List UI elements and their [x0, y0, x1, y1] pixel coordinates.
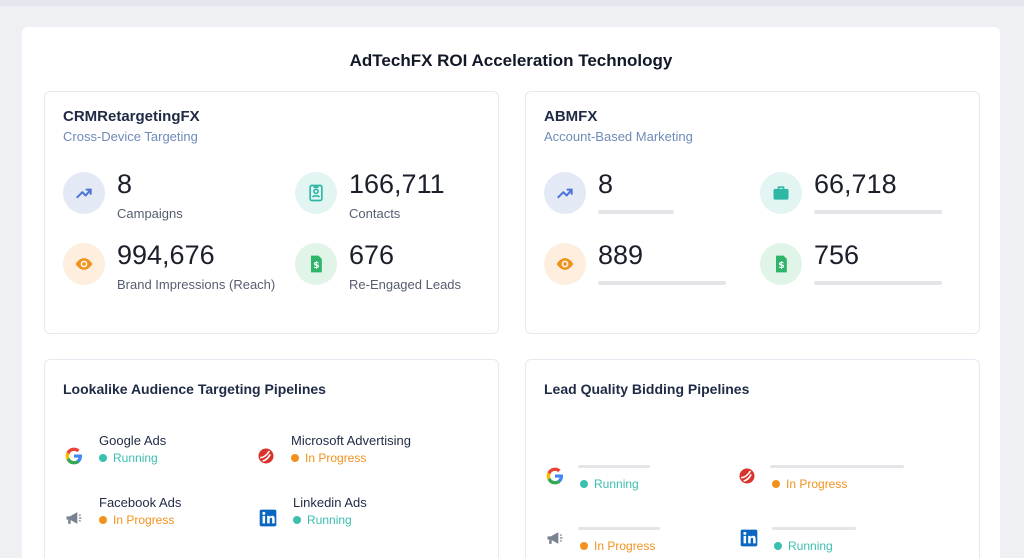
lookalike-pipelines-card: Lookalike Audience Targeting Pipelines G… [44, 359, 499, 558]
card-subtitle: Cross-Device Targeting [63, 129, 198, 144]
pipeline-name: Facebook Ads [99, 495, 182, 510]
campaigns-metric: 8 Campaigns [63, 169, 283, 230]
briefcase-icon [760, 172, 802, 214]
status-badge: In Progress [99, 513, 174, 527]
status-text: In Progress [786, 477, 848, 491]
status-text: Running [307, 513, 352, 527]
status-badge: In Progress [772, 477, 847, 491]
pipeline-linkedin-ads[interactable]: Linkedin Ads Running [257, 495, 457, 535]
status-badge: Running [293, 513, 352, 527]
dashboard-panel: AdTechFX ROI Acceleration Technology CRM… [22, 27, 1000, 558]
eye-icon [63, 243, 105, 285]
metric-value: 889 [598, 240, 644, 270]
contact-card-icon [295, 172, 337, 214]
status-badge: Running [774, 539, 833, 553]
card-title: Lead Quality Bidding Pipelines [544, 381, 750, 397]
card-title: Lookalike Audience Targeting Pipelines [63, 381, 326, 397]
metric-value: 166,711 [349, 169, 445, 199]
status-badge: In Progress [291, 451, 366, 465]
status-text: Running [594, 477, 639, 491]
lead-pipeline-facebook[interactable]: In Progress [544, 527, 744, 558]
placeholder-bar [598, 210, 674, 214]
status-text: In Progress [594, 539, 656, 553]
linkedin-icon [738, 527, 760, 549]
contacts-metric: 166,711 Contacts [295, 169, 515, 230]
google-icon [63, 445, 85, 467]
linkedin-icon [257, 507, 279, 529]
status-dot [293, 516, 301, 524]
metric-value: 676 [349, 240, 395, 270]
microsoft-advertising-icon [255, 445, 277, 467]
abm-campaigns-metric: 8 [544, 169, 764, 230]
card-title: ABMFX [544, 108, 598, 125]
svg-text:$: $ [778, 260, 784, 271]
crm-retargeting-card: CRMRetargetingFX Cross-Device Targeting … [44, 91, 499, 334]
placeholder-bar [578, 527, 660, 530]
metric-value: 8 [117, 169, 133, 199]
metric-label: Contacts [349, 206, 401, 221]
placeholder-bar [598, 281, 726, 285]
dollar-document-icon: $ [760, 243, 802, 285]
status-dot [772, 480, 780, 488]
card-title: CRMRetargetingFX [63, 108, 200, 125]
pipeline-microsoft-advertising[interactable]: Microsoft Advertising In Progress [255, 433, 455, 473]
abm-accounts-metric: 66,718 [760, 169, 980, 230]
status-dot [99, 516, 107, 524]
placeholder-bar [770, 465, 904, 468]
pipeline-name: Microsoft Advertising [291, 433, 411, 448]
card-subtitle: Account-Based Marketing [544, 129, 693, 144]
placeholder-bar [578, 465, 650, 468]
status-badge: In Progress [580, 539, 655, 553]
status-badge: Running [99, 451, 158, 465]
status-dot [99, 454, 107, 462]
pipeline-facebook-ads[interactable]: Facebook Ads In Progress [63, 495, 263, 535]
metric-label: Brand Impressions (Reach) [117, 277, 276, 292]
metric-value: 8 [598, 169, 614, 199]
status-badge: Running [580, 477, 639, 491]
top-bar [0, 0, 1024, 6]
dollar-document-icon: $ [295, 243, 337, 285]
pipeline-name: Google Ads [99, 433, 167, 448]
pipeline-google-ads[interactable]: Google Ads Running [63, 433, 263, 473]
megaphone-icon [63, 507, 85, 529]
status-dot [774, 542, 782, 550]
status-text: Running [788, 539, 833, 553]
status-text: In Progress [305, 451, 367, 465]
status-text: In Progress [113, 513, 175, 527]
lead-pipeline-google[interactable]: Running [544, 465, 744, 507]
megaphone-icon [544, 527, 566, 549]
metric-label: Campaigns [117, 206, 183, 221]
pipeline-name: Linkedin Ads [293, 495, 367, 510]
lead-pipeline-linkedin[interactable]: Running [738, 527, 938, 558]
placeholder-bar [814, 210, 942, 214]
re-engaged-leads-metric: $ 676 Re-Engaged Leads [295, 240, 515, 301]
lead-pipeline-microsoft[interactable]: In Progress [736, 465, 936, 507]
page-title: AdTechFX ROI Acceleration Technology [349, 51, 673, 70]
brand-impressions-metric: 994,676 Brand Impressions (Reach) [63, 240, 283, 301]
metric-value: 66,718 [814, 169, 897, 199]
eye-icon [544, 243, 586, 285]
trend-up-icon [63, 172, 105, 214]
abm-impressions-metric: 889 [544, 240, 764, 301]
status-text: Running [113, 451, 158, 465]
lead-quality-pipelines-card: Lead Quality Bidding Pipelines Running I… [525, 359, 980, 558]
status-dot [580, 542, 588, 550]
abm-leads-metric: $ 756 [760, 240, 980, 301]
trend-up-icon [544, 172, 586, 214]
placeholder-bar [772, 527, 856, 530]
svg-text:$: $ [313, 260, 319, 271]
status-dot [291, 454, 299, 462]
metric-label: Re-Engaged Leads [349, 277, 462, 292]
google-icon [544, 465, 566, 487]
status-dot [580, 480, 588, 488]
abm-card: ABMFX Account-Based Marketing 8 66,718 8… [525, 91, 980, 334]
metric-value: 756 [814, 240, 860, 270]
microsoft-advertising-icon [736, 465, 758, 487]
placeholder-bar [814, 281, 942, 285]
metric-value: 994,676 [117, 240, 215, 270]
